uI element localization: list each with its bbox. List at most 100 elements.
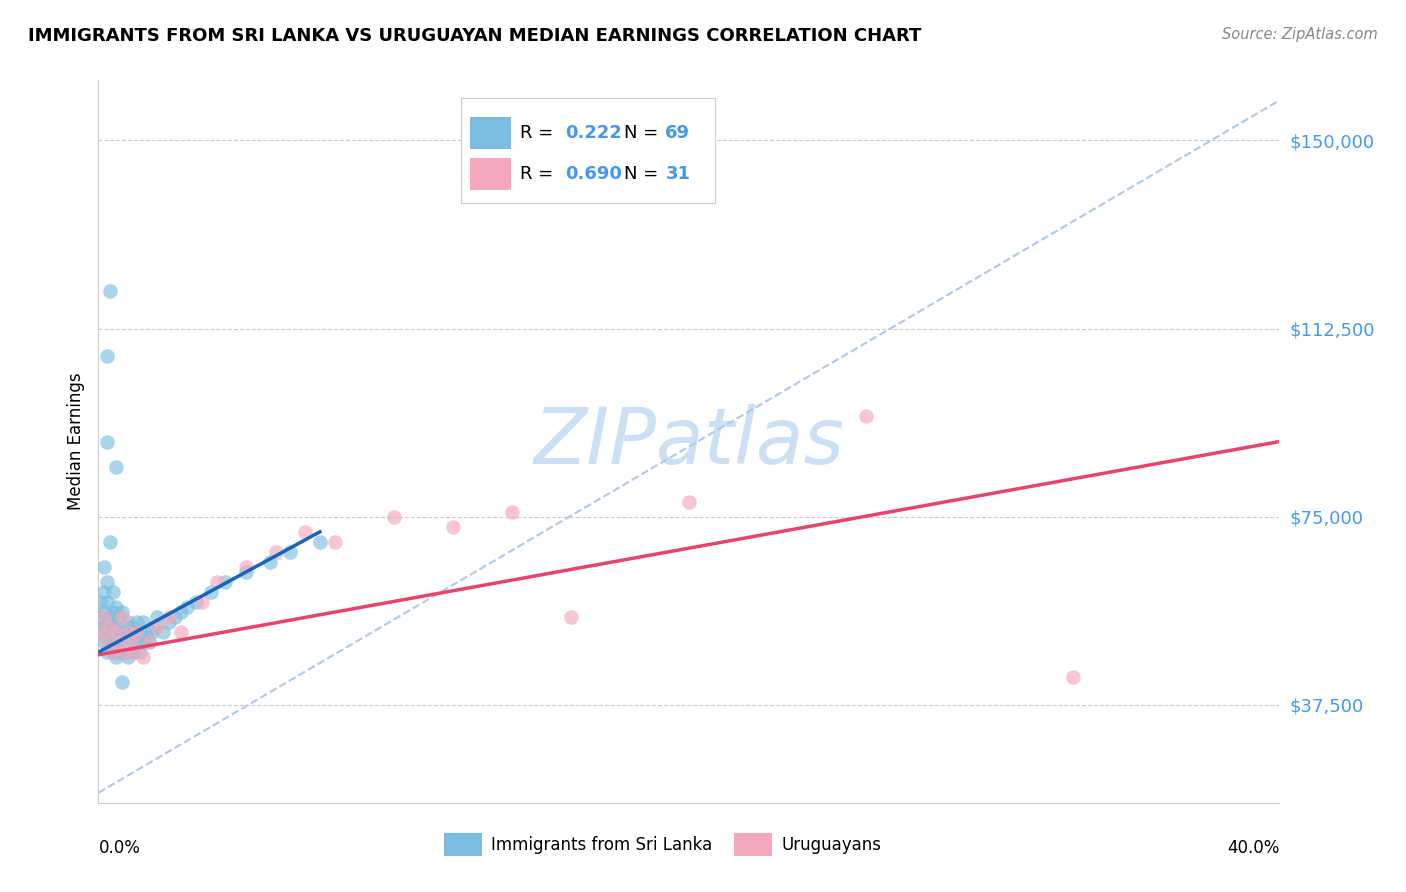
Point xyxy=(111,605,134,619)
Text: 0.690: 0.690 xyxy=(565,165,621,183)
Point xyxy=(280,545,302,559)
Point xyxy=(205,574,228,589)
Point xyxy=(105,600,128,615)
Point xyxy=(132,615,155,630)
Point xyxy=(105,635,128,649)
Point xyxy=(108,645,131,659)
Point xyxy=(135,630,157,644)
Point xyxy=(125,615,148,630)
FancyBboxPatch shape xyxy=(471,158,510,190)
FancyBboxPatch shape xyxy=(444,833,482,856)
Point xyxy=(120,635,142,649)
Point xyxy=(90,625,112,640)
Point xyxy=(323,534,346,549)
Point xyxy=(184,595,207,609)
Point xyxy=(103,605,125,619)
Point xyxy=(111,675,134,690)
Point xyxy=(132,650,155,665)
Point xyxy=(114,625,136,640)
Point xyxy=(1062,670,1084,684)
Point xyxy=(264,545,287,559)
Point xyxy=(117,625,139,640)
Point xyxy=(103,645,125,659)
Text: Source: ZipAtlas.com: Source: ZipAtlas.com xyxy=(1222,27,1378,42)
Point xyxy=(125,625,148,640)
Point xyxy=(259,555,281,569)
Point xyxy=(120,620,142,634)
Text: IMMIGRANTS FROM SRI LANKA VS URUGUAYAN MEDIAN EARNINGS CORRELATION CHART: IMMIGRANTS FROM SRI LANKA VS URUGUAYAN M… xyxy=(28,27,921,45)
FancyBboxPatch shape xyxy=(461,98,714,203)
Point xyxy=(441,520,464,534)
Point xyxy=(141,625,163,640)
Point xyxy=(170,605,193,619)
Point xyxy=(214,574,236,589)
Point xyxy=(143,620,166,634)
Point xyxy=(93,585,115,599)
Text: ZIPatlas: ZIPatlas xyxy=(533,403,845,480)
Point xyxy=(138,635,160,649)
Point xyxy=(200,585,222,599)
Point xyxy=(191,595,214,609)
Point xyxy=(93,635,115,649)
Point xyxy=(108,630,131,644)
Text: 40.0%: 40.0% xyxy=(1227,838,1279,857)
Point xyxy=(111,625,134,640)
Point xyxy=(98,640,121,655)
Point xyxy=(103,635,125,649)
Point xyxy=(122,645,145,659)
Text: N =: N = xyxy=(624,124,664,142)
Point xyxy=(382,509,405,524)
Point xyxy=(96,434,118,449)
Text: 0.0%: 0.0% xyxy=(98,838,141,857)
Point xyxy=(96,645,118,659)
Point xyxy=(157,610,180,624)
Point xyxy=(138,635,160,649)
Point xyxy=(96,574,118,589)
Point xyxy=(90,610,112,624)
Point xyxy=(165,610,187,624)
Point xyxy=(122,645,145,659)
Point xyxy=(105,625,128,640)
Point xyxy=(98,610,121,624)
Point xyxy=(111,610,134,624)
Point xyxy=(294,524,316,539)
Point xyxy=(96,630,118,644)
Point xyxy=(93,605,115,619)
Point xyxy=(309,534,332,549)
Point xyxy=(108,610,131,624)
Point xyxy=(122,625,145,640)
Point xyxy=(96,635,118,649)
Point xyxy=(157,615,180,630)
Point xyxy=(114,645,136,659)
Text: R =: R = xyxy=(520,165,560,183)
Point xyxy=(108,635,131,649)
Point xyxy=(117,615,139,630)
Point xyxy=(93,560,115,574)
Y-axis label: Median Earnings: Median Earnings xyxy=(66,373,84,510)
Point xyxy=(560,610,582,624)
Text: 0.222: 0.222 xyxy=(565,124,621,142)
Point xyxy=(111,640,134,655)
Point xyxy=(90,625,112,640)
Point xyxy=(98,284,121,298)
FancyBboxPatch shape xyxy=(471,117,510,149)
Text: Immigrants from Sri Lanka: Immigrants from Sri Lanka xyxy=(491,836,711,854)
Point xyxy=(146,610,169,624)
Point xyxy=(93,620,115,634)
FancyBboxPatch shape xyxy=(734,833,772,856)
Text: Uruguayans: Uruguayans xyxy=(782,836,882,854)
Point xyxy=(152,625,174,640)
Text: 69: 69 xyxy=(665,124,690,142)
Point xyxy=(105,650,128,665)
Point xyxy=(146,620,169,634)
Point xyxy=(98,620,121,634)
Point xyxy=(96,595,118,609)
Point xyxy=(98,625,121,640)
Text: R =: R = xyxy=(520,124,560,142)
Point xyxy=(176,600,198,615)
Point xyxy=(132,635,155,649)
Point xyxy=(125,635,148,649)
Point xyxy=(93,610,115,624)
Point xyxy=(105,459,128,474)
Text: 31: 31 xyxy=(665,165,690,183)
